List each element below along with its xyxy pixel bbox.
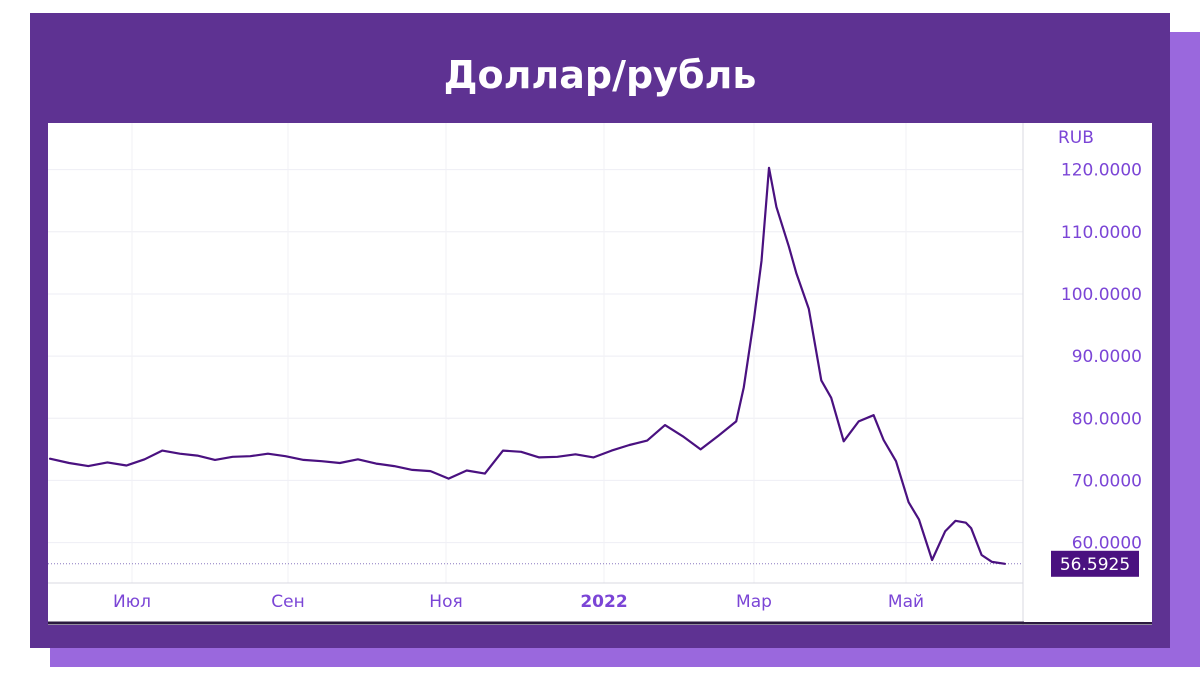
y-tick-label: 70.0000	[1072, 471, 1142, 491]
data-point-5	[144, 459, 146, 461]
data-point-52	[883, 439, 885, 441]
data-point-15	[321, 460, 323, 462]
x-tick-label: Июл	[113, 592, 151, 612]
data-point-9	[214, 459, 216, 461]
data-point-7	[179, 453, 181, 455]
data-point-12	[267, 453, 269, 455]
last-price-label: 56.5925	[1060, 555, 1130, 575]
data-point-14	[303, 459, 305, 461]
data-point-61	[981, 554, 983, 556]
data-point-45	[796, 273, 798, 275]
y-tick-label: 80.0000	[1072, 409, 1142, 429]
y-tick-label: 100.0000	[1061, 285, 1142, 305]
data-point-0	[49, 458, 51, 460]
chart-area: RUB 120.0000 110.0000 100.0000 90.0000 80.000…	[48, 123, 1152, 625]
data-point-34	[664, 424, 666, 426]
data-point-16	[339, 462, 341, 464]
right-panel-mask	[1024, 584, 1152, 622]
grid-lines	[48, 123, 1023, 583]
data-point-39	[743, 386, 745, 388]
y-tick-label: 120.0000	[1061, 161, 1142, 181]
data-point-47	[821, 380, 823, 382]
x-tick-label: Май	[888, 592, 924, 612]
data-point-2	[88, 465, 90, 467]
data-point-29	[575, 454, 577, 456]
labels-layer: RUB 120.0000 110.0000 100.0000 90.0000 80.000…	[113, 128, 1152, 622]
axes	[48, 123, 1152, 625]
data-point-19	[393, 465, 395, 467]
data-point-63	[1004, 563, 1006, 565]
x-tick-label: Сен	[271, 592, 304, 612]
data-point-59	[965, 522, 967, 524]
data-point-53	[895, 460, 897, 462]
currency-label: RUB	[1058, 128, 1094, 148]
data-point-26	[520, 451, 522, 453]
data-point-6	[161, 450, 163, 452]
data-point-23	[466, 470, 468, 472]
series-line-usd-rub	[48, 166, 1006, 565]
data-point-55	[918, 519, 920, 521]
data-point-3	[107, 462, 109, 464]
y-tick-label: 110.0000	[1061, 223, 1142, 243]
chart-title: Доллар/рубль	[443, 53, 757, 97]
data-point-36	[700, 449, 702, 451]
data-point-62	[991, 561, 993, 563]
data-point-42	[768, 167, 770, 169]
data-point-18	[375, 463, 377, 465]
data-point-49	[843, 441, 845, 443]
x-tick-label: Ноя	[429, 592, 462, 612]
data-point-40	[753, 318, 755, 320]
data-point-21	[430, 470, 432, 472]
data-point-50	[858, 421, 860, 423]
data-point-28	[557, 456, 559, 458]
data-point-41	[761, 260, 763, 262]
data-point-31	[611, 450, 613, 452]
y-tick-label: 60.0000	[1072, 534, 1142, 554]
data-point-38	[735, 421, 737, 423]
x-tick-label: 2022	[580, 592, 627, 612]
data-point-10	[232, 456, 234, 458]
data-point-11	[250, 455, 252, 457]
data-point-33	[646, 440, 648, 442]
data-point-17	[357, 459, 359, 461]
data-point-56	[931, 559, 933, 561]
y-tick-label: 90.0000	[1072, 347, 1142, 367]
data-point-22	[448, 478, 450, 480]
data-point-8	[197, 455, 199, 457]
data-point-43	[776, 206, 778, 208]
data-point-44	[788, 246, 790, 248]
data-point-46	[808, 308, 810, 310]
data-point-35	[682, 436, 684, 438]
data-point-4	[126, 465, 128, 467]
data-point-25	[502, 450, 504, 452]
data-point-58	[955, 520, 957, 522]
data-point-32	[629, 444, 631, 446]
data-point-60	[970, 528, 972, 530]
data-point-54	[908, 501, 910, 503]
data-point-48	[830, 397, 832, 399]
data-point-1	[68, 462, 70, 464]
x-tick-label: Мар	[736, 592, 772, 612]
data-point-27	[538, 457, 540, 459]
series-layer	[48, 166, 1006, 565]
data-point-24	[484, 473, 486, 475]
data-point-57	[944, 531, 946, 533]
data-point-30	[593, 457, 595, 459]
data-point-13	[285, 455, 287, 457]
last-price-tag	[1051, 550, 1139, 577]
usd-rub-line-chart: RUB 120.0000 110.0000 100.0000 90.0000 80.000…	[48, 123, 1152, 625]
data-point-51	[873, 414, 875, 416]
data-point-20	[412, 469, 414, 471]
data-point-37	[718, 435, 720, 437]
